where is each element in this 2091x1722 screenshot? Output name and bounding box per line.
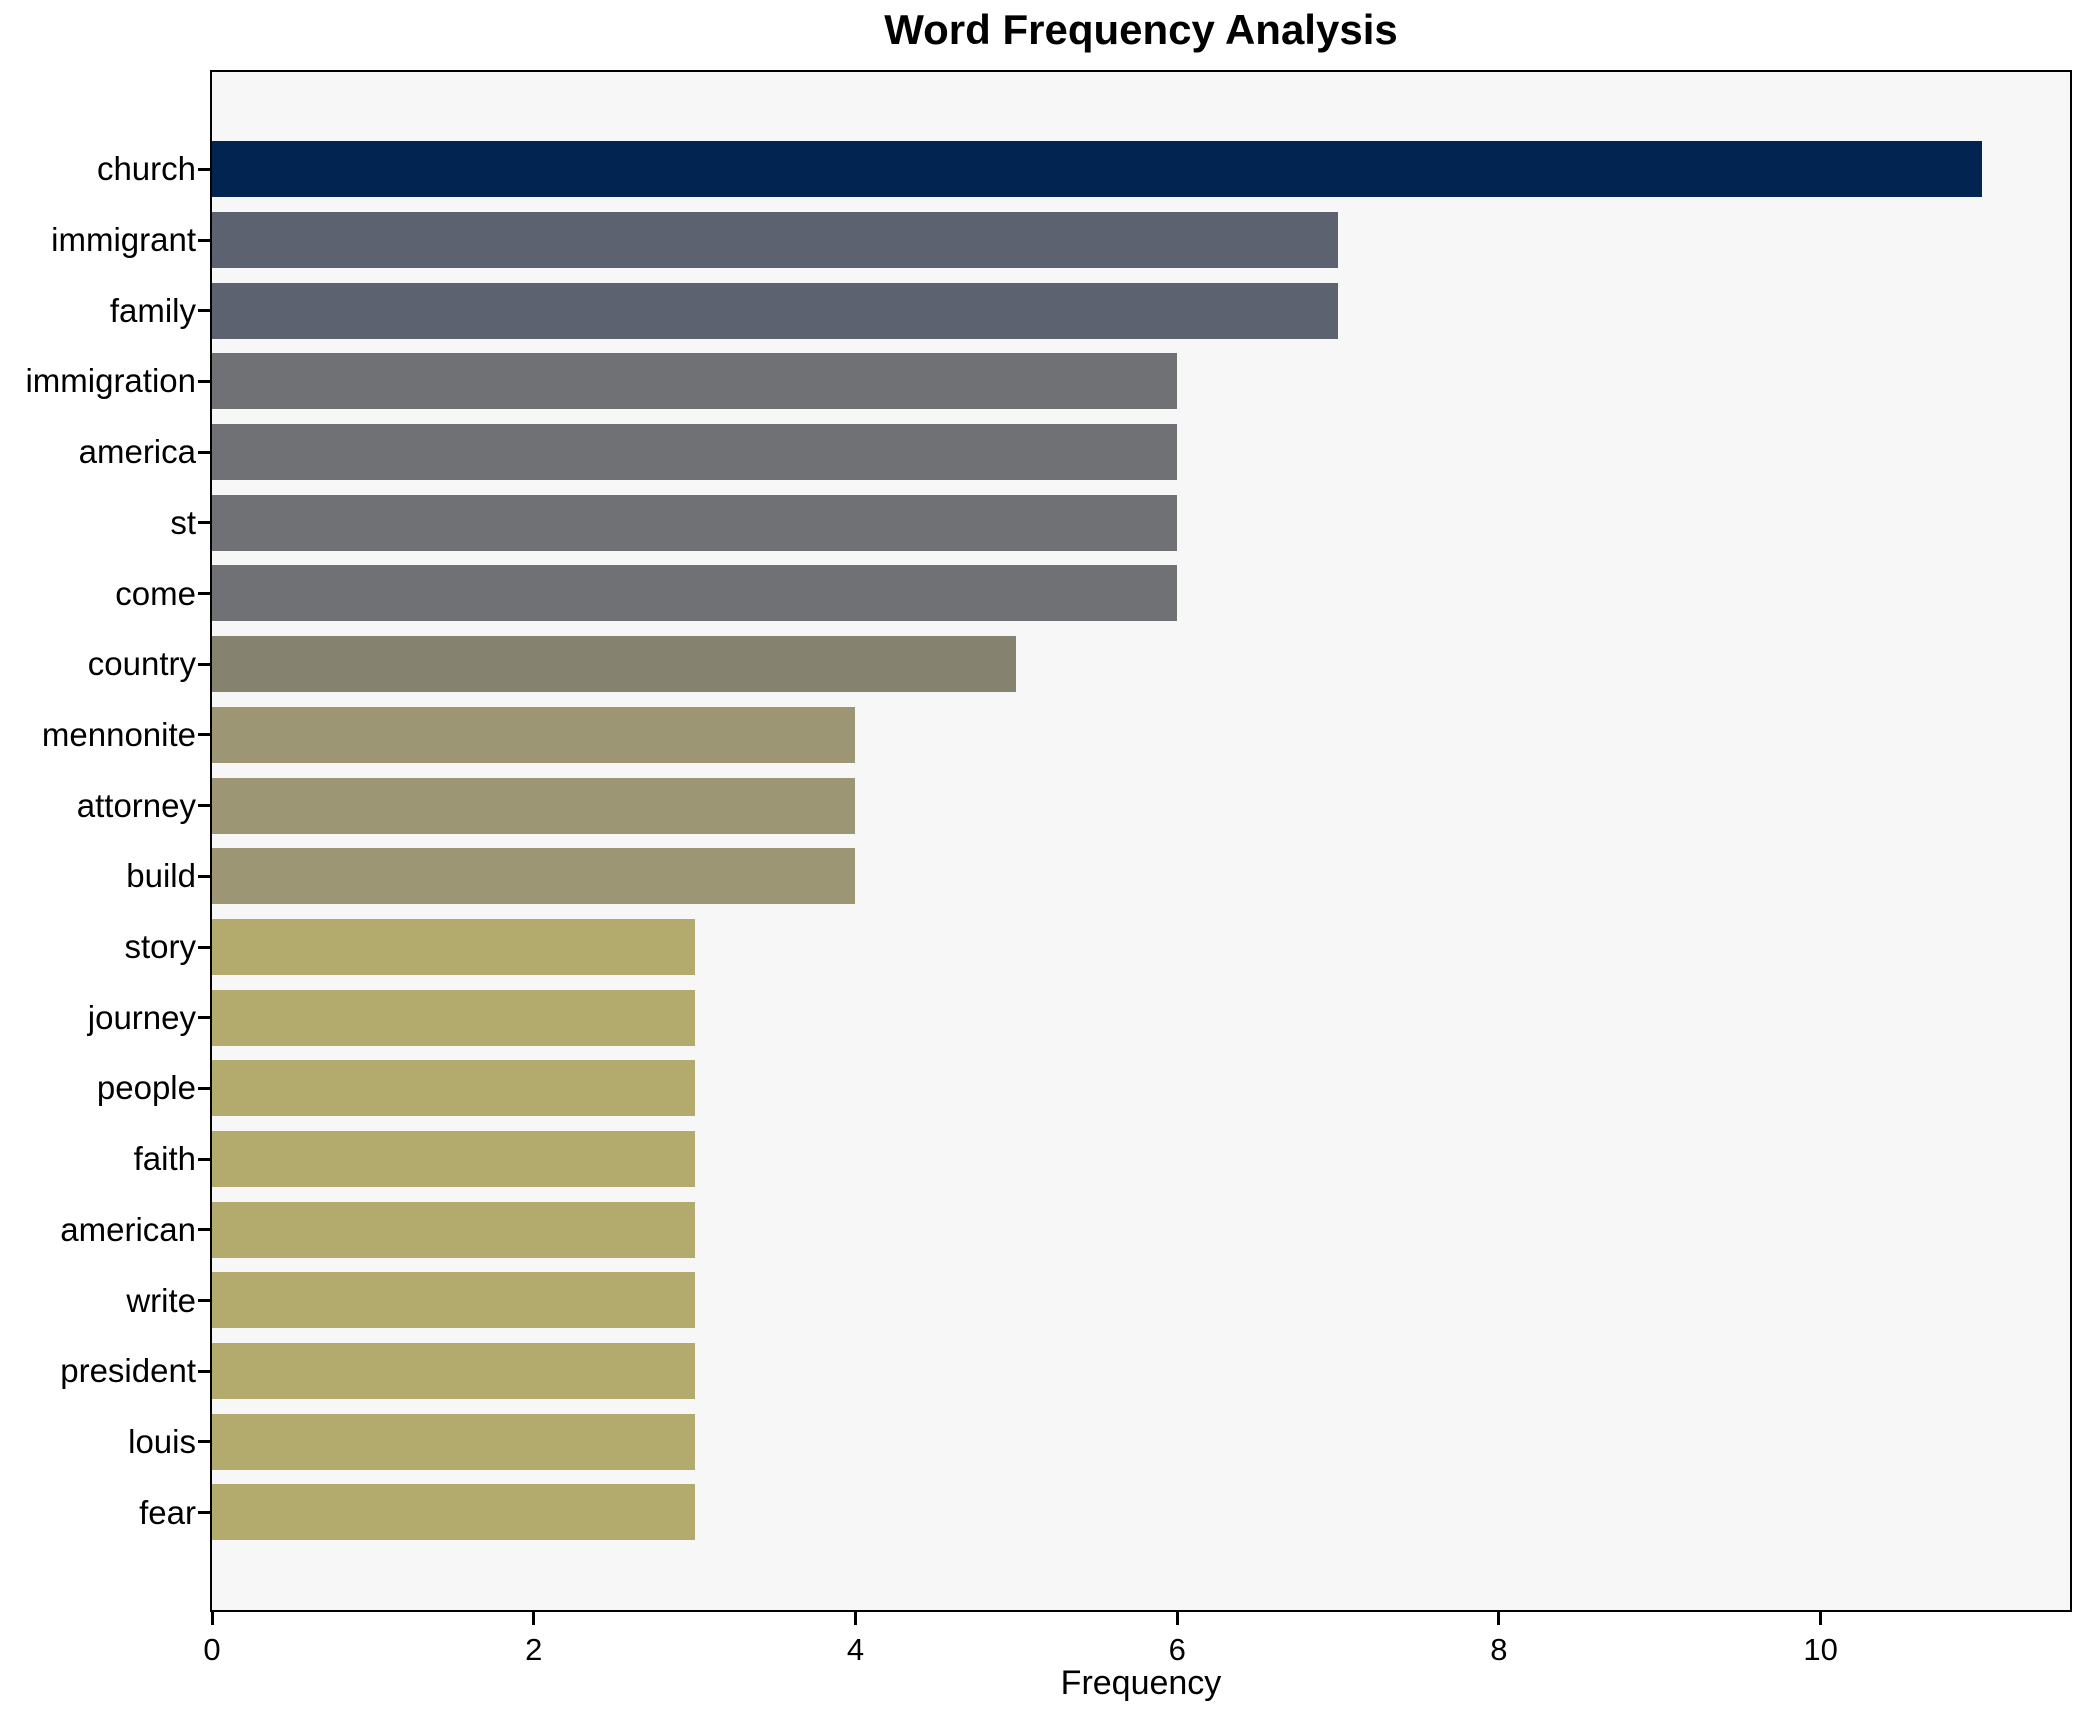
bar-faith [212, 1130, 695, 1187]
x-tick-mark [1175, 1612, 1179, 1625]
y-tick-mark [198, 379, 210, 383]
x-tick-mark [210, 1612, 214, 1625]
chart-title: Word Frequency Analysis [884, 6, 1398, 53]
y-tick-mark [198, 874, 210, 878]
y-tick-mark [198, 450, 210, 454]
y-tick-mark [198, 1228, 210, 1232]
y-tick-mark [198, 1016, 210, 1020]
y-tick-label-american: american [60, 1210, 196, 1248]
y-tick-mark [198, 309, 210, 313]
bar-row [212, 770, 2070, 841]
y-tick-label-church: church [96, 150, 196, 188]
bar-row [212, 629, 2070, 700]
bar-immigrant [212, 212, 1339, 269]
y-tick-mark [198, 1299, 210, 1303]
y-tick-label-family: family [109, 291, 196, 329]
bar-build [212, 848, 856, 905]
bar-row [212, 275, 2070, 346]
bar-row [212, 700, 2070, 771]
bar-america [212, 424, 1178, 481]
y-tick-mark [198, 804, 210, 808]
bar-louis [212, 1413, 695, 1470]
y-tick-label-immigration: immigration [25, 362, 196, 400]
bar-come [212, 565, 1178, 622]
x-tick-mark [532, 1612, 536, 1625]
bar-church [212, 141, 1982, 198]
y-tick-mark [198, 1440, 210, 1444]
y-tick-label-story: story [124, 928, 196, 966]
bar-row [212, 982, 2070, 1053]
bar-row [212, 205, 2070, 276]
bar-row [212, 1194, 2070, 1265]
y-tick-mark [198, 1511, 210, 1515]
bar-row [212, 1406, 2070, 1477]
bar-st [212, 494, 1178, 551]
x-tick-label-10: 10 [1803, 1632, 1838, 1667]
bar-immigration [212, 353, 1178, 410]
y-tick-label-mennonite: mennonite [41, 715, 196, 753]
bar-people [212, 1060, 695, 1117]
bar-row [212, 1053, 2070, 1124]
bar-write [212, 1272, 695, 1329]
bar-row [212, 346, 2070, 417]
y-tick-mark [198, 238, 210, 242]
bar-row [212, 558, 2070, 629]
y-tick-mark [198, 592, 210, 596]
y-tick-mark [198, 1369, 210, 1373]
y-tick-label-faith: faith [133, 1140, 196, 1178]
y-tick-label-write: write [126, 1281, 196, 1319]
y-tick-label-america: america [78, 433, 196, 471]
bar-row [212, 417, 2070, 488]
y-tick-mark [198, 521, 210, 525]
bars-container [212, 72, 2070, 1610]
x-tick-mark [853, 1612, 857, 1625]
bar-mennonite [212, 706, 856, 763]
y-tick-label-immigrant: immigrant [51, 221, 196, 259]
bar-row [212, 912, 2070, 983]
y-tick-label-president: president [60, 1352, 196, 1390]
y-tick-mark [198, 1157, 210, 1161]
bar-row [212, 134, 2070, 205]
bar-row [212, 487, 2070, 558]
y-tick-label-people: people [96, 1069, 196, 1107]
x-axis-label: Frequency [1060, 1664, 1222, 1702]
y-tick-mark [198, 733, 210, 737]
bar-row [212, 1336, 2070, 1407]
y-tick-label-build: build [126, 857, 196, 895]
bar-family [212, 282, 1339, 339]
bar-american [212, 1201, 695, 1258]
y-tick-label-journey: journey [87, 998, 196, 1036]
y-tick-label-come: come [115, 574, 196, 612]
bar-row [212, 1124, 2070, 1195]
bar-row [212, 841, 2070, 912]
bar-journey [212, 989, 695, 1046]
x-tick-mark [1497, 1612, 1501, 1625]
x-tick-mark [1819, 1612, 1823, 1625]
y-tick-mark [198, 167, 210, 171]
y-tick-mark [198, 945, 210, 949]
y-tick-label-fear: fear [139, 1493, 196, 1531]
x-tick-label-6: 6 [1168, 1632, 1186, 1667]
x-tick-label-4: 4 [846, 1632, 865, 1667]
x-tick-label-2: 2 [525, 1632, 543, 1667]
y-tick-mark [198, 662, 210, 666]
y-tick-label-attorney: attorney [76, 786, 196, 824]
bar-row [212, 1265, 2070, 1336]
x-tick-label-8: 8 [1490, 1632, 1508, 1667]
bar-row [212, 1477, 2070, 1548]
y-tick-label-st: st [170, 503, 196, 541]
bar-president [212, 1343, 695, 1400]
bar-story [212, 918, 695, 975]
bar-fear [212, 1484, 695, 1541]
y-tick-label-louis: louis [128, 1422, 196, 1460]
bar-country [212, 636, 1017, 693]
plot-area [210, 70, 2072, 1612]
y-tick-mark [198, 1086, 210, 1090]
x-tick-label-0: 0 [203, 1632, 221, 1667]
bar-attorney [212, 777, 856, 834]
y-tick-label-country: country [87, 645, 196, 683]
